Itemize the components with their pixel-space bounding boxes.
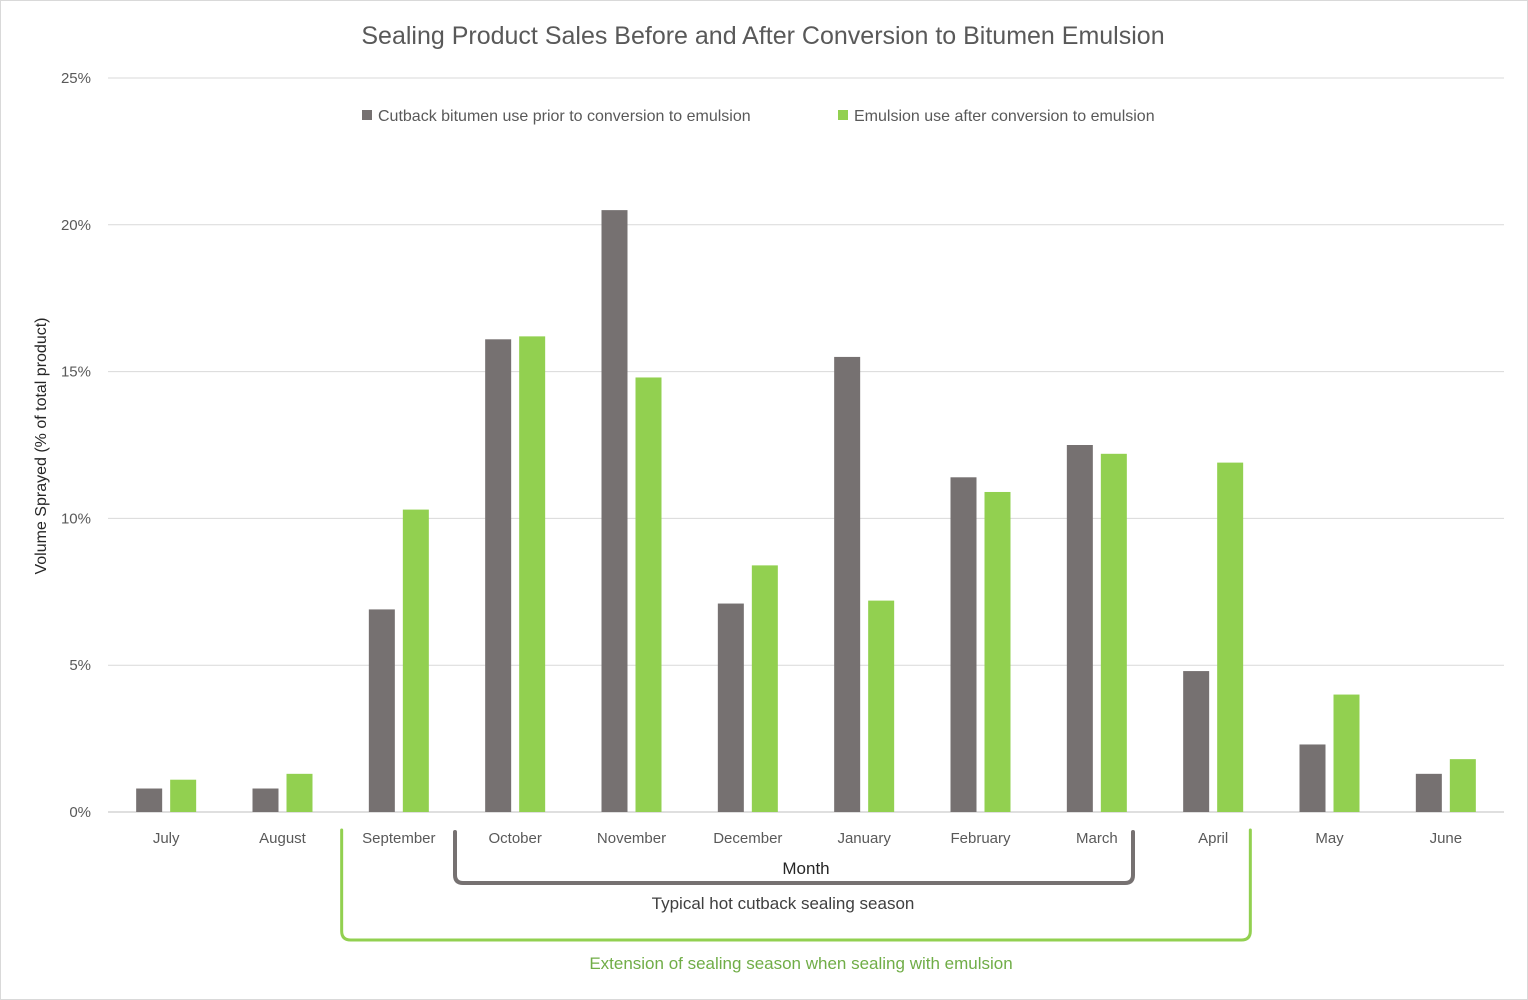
bar-emulsion-march [1100, 453, 1127, 812]
emulsion-season-bracket [340, 828, 1252, 942]
x-tick-label: December [713, 830, 782, 847]
bar-cutback-january [834, 356, 861, 812]
bar-emulsion-october [519, 336, 546, 812]
bar-cutback-july [136, 788, 163, 812]
y-axis-title: Volume Sprayed (% of total product) [33, 317, 50, 574]
x-tick-label: September [362, 830, 435, 847]
bar-emulsion-july [170, 779, 197, 812]
bar-emulsion-april [1217, 462, 1244, 812]
x-tick-label: October [488, 830, 541, 847]
y-tick-label: 15% [61, 364, 91, 381]
y-tick-label: 0% [69, 804, 91, 821]
bar-cutback-april [1183, 671, 1210, 812]
x-tick-label: August [259, 830, 307, 847]
bar-emulsion-december [751, 565, 778, 812]
x-tick-label: April [1198, 830, 1228, 847]
bar-cutback-october [485, 339, 512, 812]
bar-emulsion-may [1333, 694, 1360, 812]
chart-title: Sealing Product Sales Before and After C… [361, 22, 1164, 50]
y-axis-ticks: 0% 5% 10% 15% 20% 25% [61, 70, 91, 821]
bar-cutback-december [717, 603, 744, 812]
x-axis-title: Month [782, 859, 829, 878]
y-tick-label: 20% [61, 217, 91, 234]
bar-cutback-august [252, 788, 279, 812]
x-tick-label: November [597, 830, 666, 847]
y-tick-label: 10% [61, 510, 91, 527]
x-tick-label: March [1076, 830, 1118, 847]
legend-label-cutback: Cutback bitumen use prior to conversion … [378, 108, 751, 125]
x-tick-label: February [950, 830, 1011, 847]
x-tick-label: May [1315, 830, 1344, 847]
legend-swatch-emulsion [838, 110, 848, 120]
legend-swatch-cutback [362, 110, 372, 120]
bar-cutback-november [601, 210, 628, 812]
x-tick-label: January [837, 830, 891, 847]
x-tick-label: July [153, 830, 180, 847]
bars [136, 210, 1476, 812]
x-tick-label: June [1430, 830, 1463, 847]
legend-label-emulsion: Emulsion use after conversion to emulsio… [854, 108, 1155, 125]
gridlines [108, 77, 1504, 813]
bar-emulsion-june [1449, 759, 1476, 812]
legend: Cutback bitumen use prior to conversion … [362, 108, 1155, 125]
bar-cutback-june [1415, 773, 1442, 812]
bar-emulsion-february [984, 491, 1011, 812]
bar-cutback-may [1299, 744, 1326, 812]
cutback-season-label: Typical hot cutback sealing season [652, 894, 915, 913]
bar-emulsion-august [286, 773, 313, 812]
bar-emulsion-september [402, 509, 429, 812]
emulsion-season-label: Extension of sealing season when sealing… [589, 954, 1012, 973]
bar-cutback-september [368, 609, 395, 812]
y-tick-label: 25% [61, 70, 91, 87]
x-axis-ticks: July August September October November Decemb… [153, 830, 1462, 847]
y-tick-label: 5% [69, 657, 91, 674]
bar-emulsion-november [635, 377, 662, 812]
cutback-season-bracket [453, 830, 1135, 885]
bar-emulsion-january [868, 600, 895, 812]
bar-cutback-march [1066, 445, 1093, 812]
bar-cutback-february [950, 477, 977, 812]
